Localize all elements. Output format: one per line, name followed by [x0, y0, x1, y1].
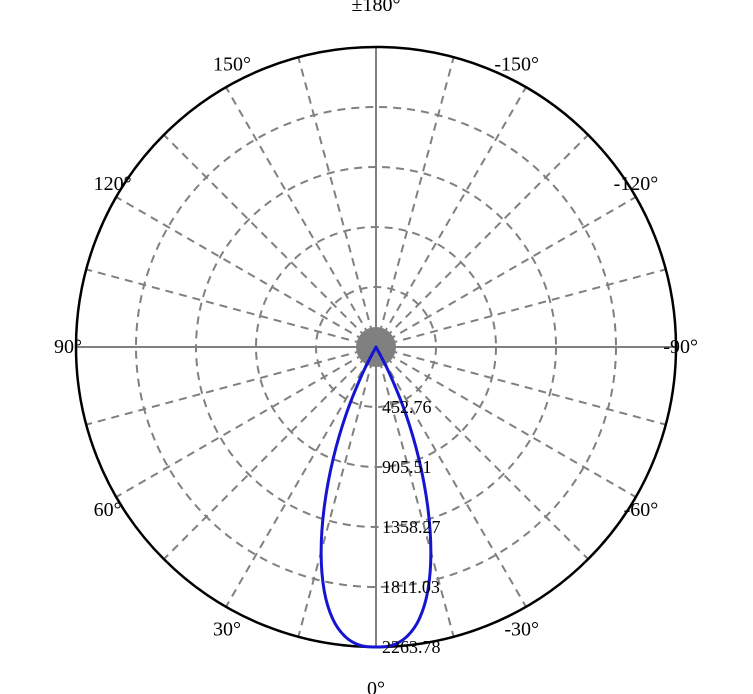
radial-label: 1358.27: [382, 517, 441, 537]
radial-label: 2263.78: [382, 637, 441, 657]
angle-label: 120°: [94, 173, 132, 195]
polar-chart: 452.76 905.51 1358.27 1811.03 2263.78 ±180° -1…: [0, 0, 753, 694]
radial-label: 905.51: [382, 457, 432, 477]
angle-label: 90°: [54, 336, 82, 358]
angle-label: 60°: [94, 499, 122, 521]
radial-label: 1811.03: [382, 577, 440, 597]
angle-label: 150°: [213, 54, 251, 76]
angle-label: ±180°: [352, 0, 401, 16]
angle-label: -120°: [614, 173, 659, 195]
angle-label: -150°: [494, 54, 539, 76]
angle-label: -60°: [624, 499, 659, 521]
angle-label: 30°: [213, 618, 241, 640]
angle-label: 0°: [367, 678, 385, 694]
angle-label: -90°: [663, 336, 698, 358]
radial-label: 452.76: [382, 397, 432, 417]
angle-label: -30°: [504, 618, 539, 640]
